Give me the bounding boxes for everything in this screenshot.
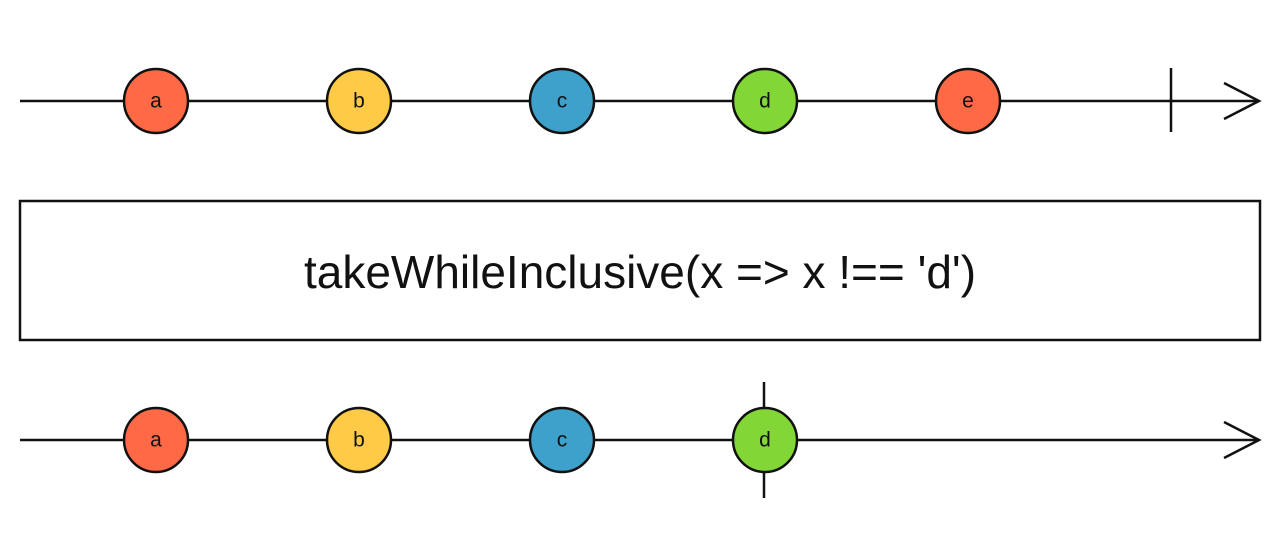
output-marble-circle bbox=[325, 406, 393, 474]
output-marble-circle bbox=[122, 406, 190, 474]
output-marble-circle bbox=[731, 406, 799, 474]
output-marble-label: a bbox=[150, 429, 162, 452]
input-timeline-arrow-icon bbox=[1223, 81, 1262, 121]
output-marble-d: d bbox=[731, 406, 799, 474]
input-marble-label: d bbox=[759, 90, 771, 113]
input-marble-d: d bbox=[731, 67, 799, 135]
operator-box bbox=[18, 199, 1262, 342]
input-marble-label: e bbox=[962, 90, 974, 113]
input-marble-a: a bbox=[122, 67, 190, 135]
input-marble-label: a bbox=[150, 90, 162, 113]
input-marble-e: e bbox=[934, 67, 1002, 135]
output-timeline-arrow-icon bbox=[1223, 420, 1262, 460]
input-marbles: a b c d e bbox=[122, 67, 1002, 135]
input-marble-circle bbox=[731, 67, 799, 135]
output-marble-b: b bbox=[325, 406, 393, 474]
output-marble-label: b bbox=[353, 429, 365, 452]
output-marble-label: d bbox=[759, 429, 771, 452]
output-marble-a: a bbox=[122, 406, 190, 474]
output-marble-c: c bbox=[528, 406, 596, 474]
output-marble-label: c bbox=[557, 429, 568, 452]
input-marble-circle bbox=[528, 67, 596, 135]
input-marble-b: b bbox=[325, 67, 393, 135]
input-marble-circle bbox=[122, 67, 190, 135]
input-timeline: a b c d e bbox=[20, 67, 1262, 135]
input-marble-label: c bbox=[557, 90, 568, 113]
input-marble-label: b bbox=[353, 90, 365, 113]
input-marble-c: c bbox=[528, 67, 596, 135]
operator-box-group: takeWhileInclusive(x => x !== 'd') bbox=[18, 199, 1262, 342]
output-marbles: a b c d bbox=[122, 406, 799, 474]
input-marble-circle bbox=[325, 67, 393, 135]
output-timeline: a b c d bbox=[20, 382, 1262, 498]
input-marble-circle bbox=[934, 67, 1002, 135]
output-marble-circle bbox=[528, 406, 596, 474]
operator-label: takeWhileInclusive(x => x !== 'd') bbox=[304, 246, 976, 298]
